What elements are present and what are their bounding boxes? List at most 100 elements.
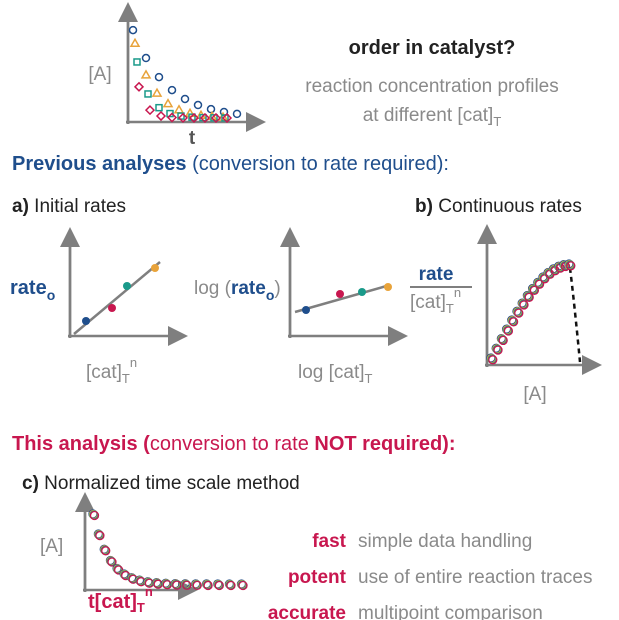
text: [cat] xyxy=(86,362,122,383)
text: rate xyxy=(10,277,47,299)
marker xyxy=(89,510,100,521)
y-label: rateo xyxy=(10,277,55,303)
feature-text: simple data handling xyxy=(358,531,532,552)
feature-word: accurate xyxy=(268,603,346,620)
title: Previous analyses xyxy=(12,153,187,175)
feature-word: potent xyxy=(288,567,347,588)
panel-a-title: a) Initial rates xyxy=(12,196,126,217)
marker xyxy=(503,326,514,336)
line2: at different [cat]T xyxy=(363,105,502,129)
marker xyxy=(180,94,190,104)
point xyxy=(336,290,344,298)
marker xyxy=(184,107,196,117)
marker xyxy=(534,279,545,289)
feature-word: fast xyxy=(312,531,346,552)
marker xyxy=(140,69,152,79)
sub: T xyxy=(122,371,130,386)
marker xyxy=(203,580,213,591)
text: [cat] xyxy=(410,292,446,313)
marker xyxy=(238,580,248,591)
marker xyxy=(188,112,200,124)
markers xyxy=(486,259,576,365)
fit-line xyxy=(294,283,391,314)
features: fast simple data handling potent use of ent… xyxy=(268,531,593,620)
marker xyxy=(167,85,177,95)
emph: NOT xyxy=(314,433,356,455)
marker xyxy=(226,580,236,591)
title: Normalized time scale method xyxy=(39,473,300,494)
x-label: t xyxy=(189,128,196,149)
question: order in catalyst? xyxy=(349,37,516,59)
text: at different [cat] xyxy=(363,105,494,126)
line1: reaction concentration profiles xyxy=(305,76,558,97)
marker xyxy=(101,546,111,556)
end: required): xyxy=(357,433,456,455)
point xyxy=(302,306,310,314)
marker xyxy=(155,110,167,122)
sub: T xyxy=(365,371,373,386)
marker xyxy=(232,109,242,119)
marker xyxy=(508,317,519,327)
prefix: log ( xyxy=(194,278,232,299)
point xyxy=(123,282,131,290)
letter: c) xyxy=(22,473,39,494)
marker xyxy=(166,112,178,123)
marker xyxy=(529,285,540,296)
marker xyxy=(199,112,211,124)
y-den: [cat]Tn xyxy=(410,285,461,316)
marker xyxy=(193,100,203,110)
x-label: t[cat]Tn xyxy=(88,584,153,615)
marker xyxy=(182,580,192,590)
title: This analysis ( xyxy=(12,433,150,455)
marker xyxy=(493,345,503,355)
marker xyxy=(566,261,576,271)
extrapolation xyxy=(568,267,582,363)
text: t[cat] xyxy=(88,591,137,613)
marker xyxy=(221,112,233,124)
marker xyxy=(172,580,182,590)
marker xyxy=(128,25,138,35)
title: Continuous rates xyxy=(433,196,582,217)
marker xyxy=(133,81,145,92)
marker xyxy=(154,72,164,82)
marker xyxy=(514,308,524,318)
feature-text: multipoint comparison xyxy=(358,603,543,620)
sub: o xyxy=(47,287,56,303)
section-title: Previous analyses (conversion to rate re… xyxy=(12,153,449,175)
marker xyxy=(519,300,529,310)
y-label: log (rateo) xyxy=(194,278,281,303)
x-label: log [cat]T xyxy=(298,362,373,386)
note: conversion to rate xyxy=(150,433,315,455)
marker xyxy=(177,112,189,123)
suffix: ) xyxy=(274,278,280,299)
text: rate xyxy=(231,278,266,299)
sub: o xyxy=(266,287,275,303)
title: Initial rates xyxy=(29,196,126,217)
marker xyxy=(498,335,508,346)
letter: b) xyxy=(415,196,433,217)
sub: T xyxy=(446,301,454,316)
axes xyxy=(126,10,256,124)
x-label: [A] xyxy=(523,384,546,405)
marker xyxy=(214,580,224,591)
marker xyxy=(151,87,163,97)
sub: T xyxy=(137,600,145,615)
point xyxy=(82,317,90,325)
marker xyxy=(144,90,152,98)
section-title: This analysis (conversion to rate NOT re… xyxy=(12,433,456,455)
panel-c-title: c) Normalized time scale method xyxy=(22,473,300,494)
markers xyxy=(128,25,242,124)
marker xyxy=(524,292,534,302)
marker xyxy=(488,355,498,365)
marker xyxy=(129,37,141,47)
sub: T xyxy=(493,114,501,129)
marker xyxy=(141,53,151,63)
x-label: [cat]Tn xyxy=(86,355,137,386)
sup: n xyxy=(454,285,461,300)
marker xyxy=(173,104,185,114)
marker xyxy=(210,112,222,124)
marker xyxy=(192,580,202,591)
marker xyxy=(206,104,216,114)
marker xyxy=(155,103,163,112)
